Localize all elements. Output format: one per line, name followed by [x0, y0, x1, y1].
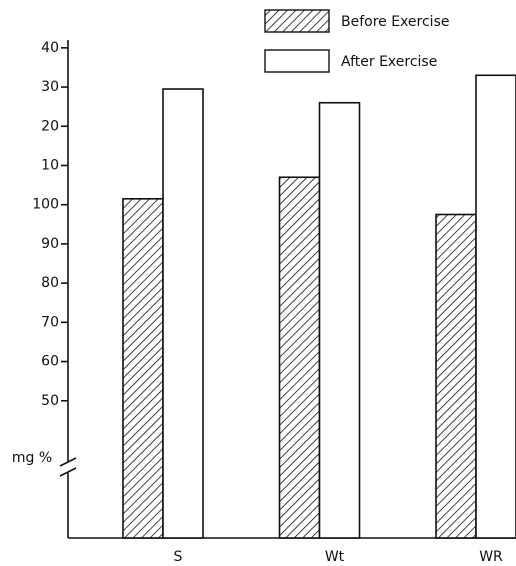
- x-tick-label: S: [174, 549, 183, 565]
- y-axis-label: mg %: [12, 450, 52, 466]
- y-tick-label: 30: [41, 79, 59, 95]
- y-tick-label: 70: [41, 314, 59, 330]
- y-tick-label: 60: [41, 354, 59, 370]
- x-tick-label: WR: [479, 549, 503, 565]
- bar: [435, 213, 477, 539]
- legend-label: Before Exercise: [341, 14, 449, 30]
- axis-break: [59, 467, 77, 477]
- bar: [318, 101, 361, 539]
- y-tick-label: 20: [41, 118, 59, 134]
- y-tick-label: 80: [41, 275, 59, 291]
- bar: [278, 176, 321, 539]
- legend-swatch: [264, 9, 330, 33]
- x-tick-label: Wt: [325, 549, 345, 565]
- bar: [122, 198, 164, 539]
- legend-swatch: [264, 49, 330, 73]
- y-tick-label: 100: [32, 197, 59, 213]
- bar: [162, 88, 204, 539]
- bar: [475, 74, 516, 539]
- legend-label: After Exercise: [341, 54, 437, 70]
- y-tick-label: 40: [41, 40, 59, 56]
- y-tick-label: 90: [41, 236, 59, 252]
- y-tick-label: 10: [41, 157, 59, 173]
- y-tick-label: 50: [41, 393, 59, 409]
- axis-break: [59, 457, 77, 467]
